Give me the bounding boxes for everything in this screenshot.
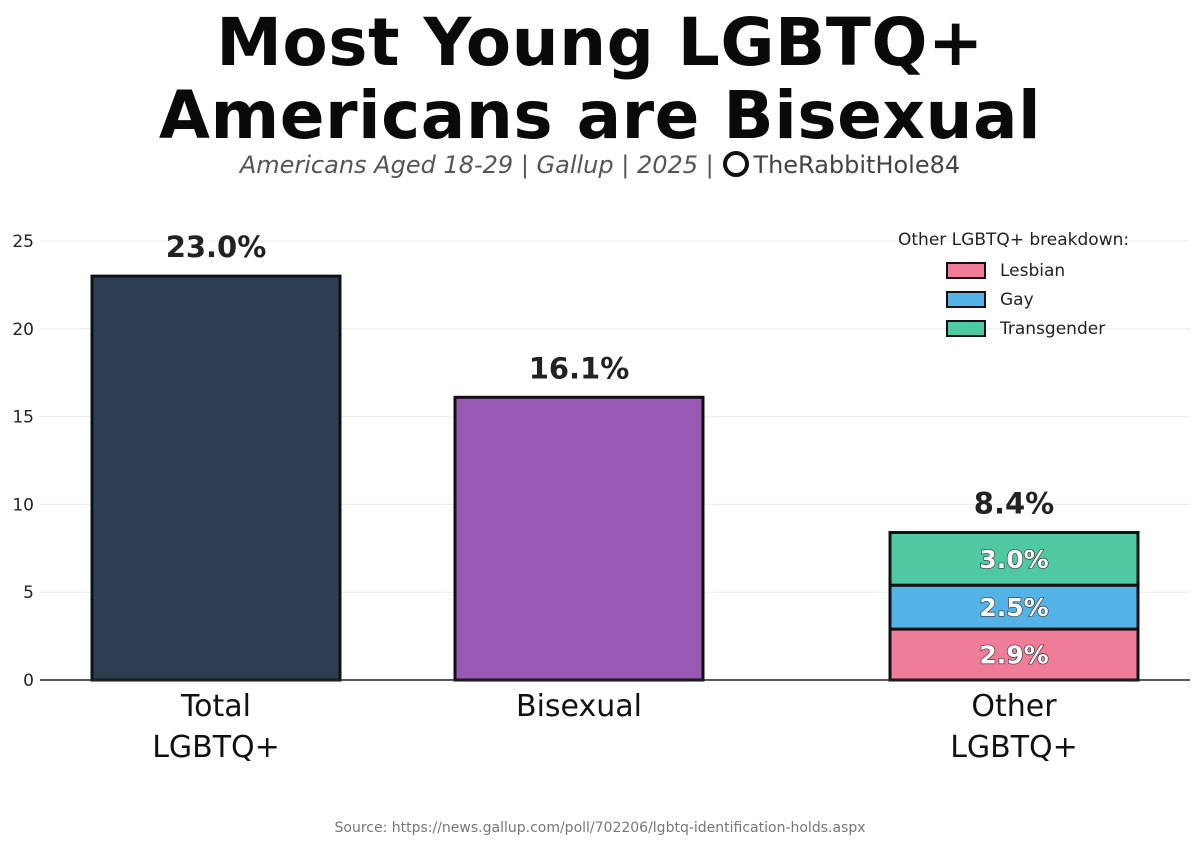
- legend-swatch-transgender: [946, 320, 986, 337]
- y-tick-label: 5: [23, 583, 34, 603]
- legend-title: Other LGBTQ+ breakdown:: [898, 230, 1130, 250]
- y-tick-label: 20: [12, 320, 34, 340]
- y-tick-label: 25: [12, 232, 34, 252]
- legend-label-lesbian: Lesbian: [1000, 260, 1066, 281]
- segment-value-label: 2.5%: [979, 593, 1048, 622]
- x-tick-label: LGBTQ+: [152, 730, 280, 765]
- bar: [90, 274, 342, 682]
- y-tick-label: 10: [12, 495, 34, 515]
- legend-label-gay: Gay: [1000, 289, 1034, 310]
- y-tick-label: 15: [12, 408, 34, 428]
- legend: Other LGBTQ+ breakdown: Lesbian Gay Tran…: [898, 230, 1129, 343]
- rabbit-logo-icon: [723, 151, 750, 177]
- title-line-2: Americans are Bisexual: [158, 77, 1042, 154]
- x-tick-label: Total: [180, 689, 251, 724]
- chart-subtitle: Americans Aged 18-29 | Gallup | 2025 | T…: [0, 151, 1200, 179]
- bar-value-label: 16.1%: [529, 351, 630, 385]
- title-line-1: Most Young LGBTQ+: [216, 4, 984, 81]
- subtitle-text: Americans Aged 18-29 | Gallup | 2025 |: [239, 151, 714, 179]
- legend-item-transgender: Transgender: [898, 314, 1129, 343]
- bar-segment-gay: [888, 583, 1140, 631]
- bar-value-label: 8.4%: [974, 486, 1054, 520]
- y-tick-label: 0: [23, 671, 34, 691]
- x-tick-label: Other: [971, 689, 1057, 724]
- x-tick-label: LGBTQ+: [950, 730, 1078, 765]
- bar-segment-lesbian: [888, 627, 1140, 682]
- bar: [453, 395, 705, 682]
- chart-title: Most Young LGBTQ+ Americans are Bisexual: [0, 6, 1200, 152]
- legend-item-gay: Gay: [898, 285, 1129, 314]
- bar-value-label: 23.0%: [166, 230, 267, 264]
- legend-label-transgender: Transgender: [1000, 318, 1106, 339]
- segment-value-label: 3.0%: [979, 545, 1048, 574]
- source-note: Source: https://news.gallup.com/poll/702…: [334, 820, 866, 836]
- author-handle: TheRabbitHole84: [753, 151, 961, 179]
- legend-item-lesbian: Lesbian: [898, 256, 1129, 285]
- segment-value-label: 2.9%: [979, 641, 1048, 670]
- legend-swatch-lesbian: [946, 262, 986, 279]
- x-tick-label: Bisexual: [516, 689, 642, 724]
- bar-segment-transgender: [888, 530, 1140, 587]
- legend-swatch-gay: [946, 291, 986, 308]
